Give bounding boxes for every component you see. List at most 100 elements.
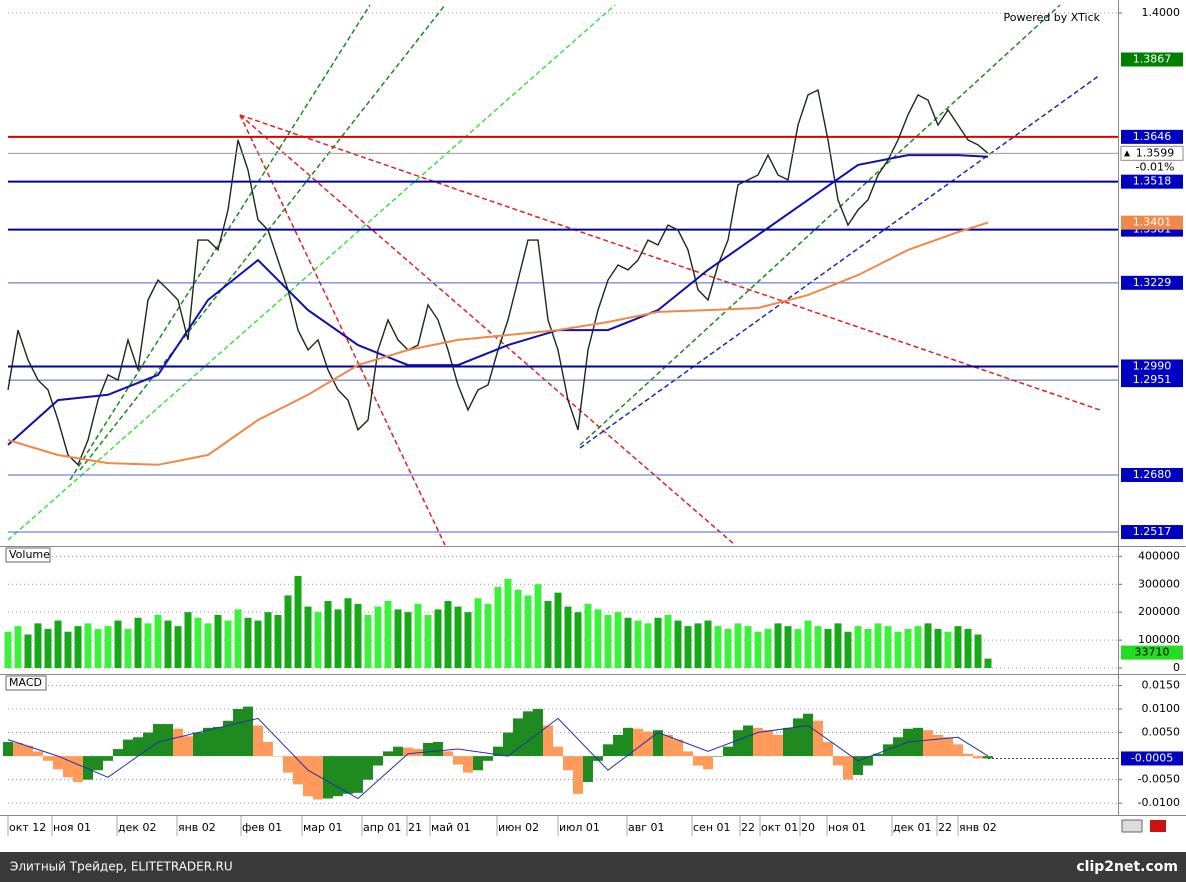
volume-bar bbox=[44, 628, 52, 668]
volume-bar bbox=[184, 612, 192, 668]
macd-bar bbox=[933, 734, 943, 757]
y-tick-label: 300000 bbox=[1138, 577, 1180, 590]
macd-bar bbox=[433, 741, 443, 757]
volume-bar bbox=[54, 620, 62, 668]
volume-bar bbox=[724, 628, 732, 668]
volume-bar bbox=[404, 612, 412, 668]
macd-bar bbox=[123, 739, 133, 757]
x-tick-label: ноя 01 bbox=[828, 821, 866, 834]
volume-bar bbox=[514, 589, 522, 668]
volume-bar bbox=[884, 626, 892, 668]
moving-average bbox=[7, 221, 989, 466]
volume-label-bg bbox=[1121, 645, 1183, 660]
volume-bar bbox=[114, 620, 122, 668]
macd-bar bbox=[303, 756, 313, 797]
volume-bar bbox=[764, 628, 772, 668]
macd-bar bbox=[23, 745, 33, 757]
volume-bar bbox=[534, 584, 542, 668]
ma-label-bg bbox=[1121, 215, 1183, 230]
last-price-bg bbox=[1120, 145, 1184, 161]
macd-bar bbox=[893, 737, 903, 757]
macd-bar bbox=[813, 720, 823, 757]
last-price-label: 1.3599 bbox=[1136, 146, 1175, 159]
moving-average bbox=[7, 154, 989, 446]
macd-bar bbox=[853, 756, 863, 775]
volume-bar bbox=[294, 575, 302, 668]
volume-bar bbox=[554, 592, 562, 668]
volume-bar bbox=[464, 612, 472, 668]
signal-line bbox=[7, 717, 989, 800]
macd-bar bbox=[753, 727, 763, 757]
macd-bar bbox=[223, 720, 233, 757]
volume-bar bbox=[594, 609, 602, 668]
volume-bar bbox=[964, 628, 972, 668]
volume-bar bbox=[234, 609, 242, 668]
volume-bar bbox=[614, 612, 622, 668]
x-tick-label: окт 12 bbox=[9, 821, 46, 834]
volume-bar bbox=[494, 587, 502, 668]
volume-bar bbox=[824, 628, 832, 668]
macd-bar bbox=[103, 756, 113, 761]
volume-bar bbox=[684, 626, 692, 668]
toolbar-button[interactable] bbox=[1121, 819, 1143, 833]
macd-bar bbox=[243, 706, 253, 757]
macd-bar bbox=[453, 756, 463, 765]
macd-bar bbox=[513, 718, 523, 757]
macd-bar bbox=[693, 756, 703, 766]
level-label: 1.2990 bbox=[1133, 359, 1172, 372]
volume-bar bbox=[574, 612, 582, 668]
level-label-bg bbox=[1121, 373, 1183, 388]
x-tick-label: дек 02 bbox=[118, 821, 157, 834]
volume-bar bbox=[454, 606, 462, 668]
trend-line bbox=[239, 114, 446, 546]
macd-bar bbox=[663, 734, 673, 757]
x-tick-label: фев 01 bbox=[242, 821, 282, 834]
macd-bar bbox=[383, 751, 393, 757]
volume-bar bbox=[624, 617, 632, 668]
volume-bar bbox=[544, 601, 552, 668]
y-tick-label: 0.0050 bbox=[1142, 726, 1181, 739]
up-arrow bbox=[1124, 150, 1130, 157]
y-tick-label: 0.0100 bbox=[1142, 702, 1181, 715]
volume-bar bbox=[644, 623, 652, 668]
volume-bar bbox=[374, 606, 382, 668]
x-tick-label: 21 bbox=[408, 821, 422, 834]
volume-bar bbox=[164, 620, 172, 668]
volume-bar bbox=[804, 620, 812, 668]
macd-bar bbox=[363, 756, 373, 780]
panel-title: MACD bbox=[9, 676, 42, 689]
y-tick-label: -0.0050 bbox=[1138, 773, 1180, 786]
volume-bar bbox=[214, 614, 222, 668]
toolbar-button[interactable] bbox=[1150, 820, 1166, 832]
macd-bar bbox=[213, 726, 223, 757]
macd-bar bbox=[233, 708, 243, 757]
macd-bar bbox=[873, 753, 883, 757]
macd-bar bbox=[773, 734, 783, 757]
macd-bar bbox=[863, 756, 873, 766]
y-tick-label: 1.4000 bbox=[1142, 6, 1181, 19]
volume-bar bbox=[324, 601, 332, 668]
x-tick-label: дек 01 bbox=[893, 821, 932, 834]
y-tick-label: -0.0100 bbox=[1138, 796, 1180, 809]
volume-bar bbox=[704, 620, 712, 668]
volume-bar bbox=[784, 626, 792, 668]
level-label-bg bbox=[1121, 129, 1183, 144]
volume-bar bbox=[484, 603, 492, 668]
macd-bar bbox=[73, 756, 83, 783]
volume-bar bbox=[174, 626, 182, 668]
background bbox=[0, 0, 1186, 852]
volume-bar bbox=[474, 598, 482, 668]
macd-bar bbox=[613, 734, 623, 757]
volume-bar bbox=[434, 609, 442, 668]
macd-bar bbox=[543, 725, 553, 757]
macd-bar bbox=[683, 751, 693, 757]
level-label-bg bbox=[1121, 174, 1183, 189]
volume-bar bbox=[694, 623, 702, 668]
x-tick-label: янв 02 bbox=[178, 821, 216, 834]
volume-bar bbox=[244, 617, 252, 668]
footer-logo: clip2net.com bbox=[1076, 859, 1178, 875]
level-label-bg bbox=[1121, 525, 1183, 540]
macd-bar bbox=[803, 713, 813, 757]
volume-bar bbox=[274, 614, 282, 668]
volume-bar bbox=[524, 595, 532, 668]
